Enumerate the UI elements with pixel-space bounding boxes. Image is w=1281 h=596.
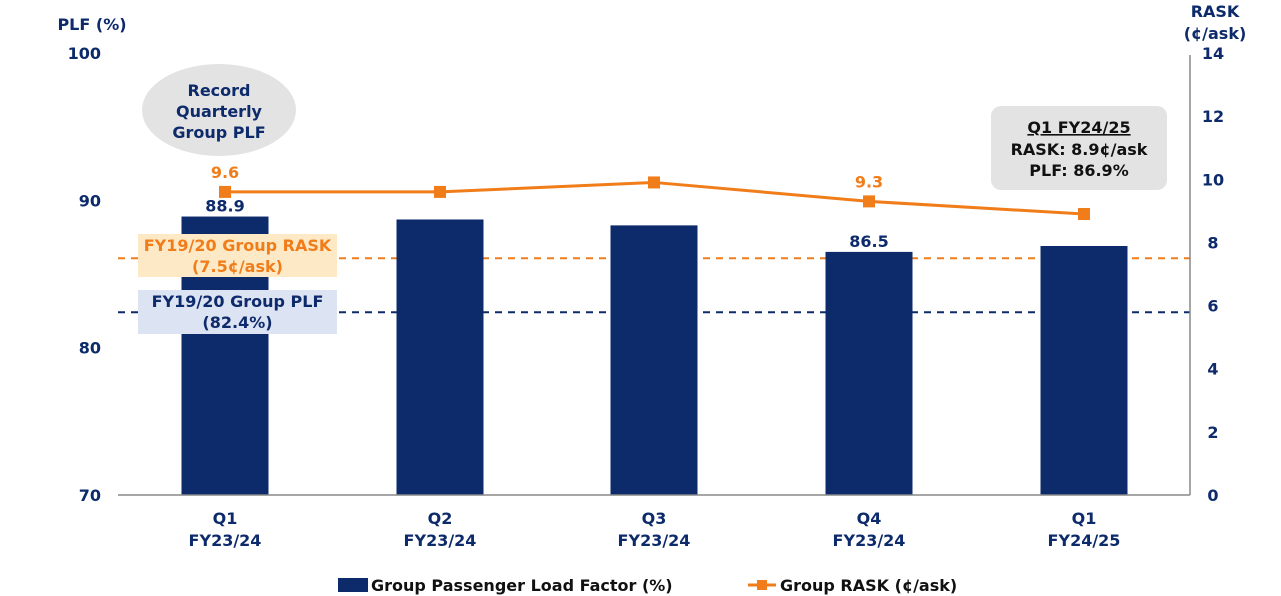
plf-reference-label-line2: (82.4%): [202, 313, 272, 332]
x-category-label-quarter: Q2: [428, 509, 453, 528]
right-tick-label: 0: [1207, 486, 1218, 505]
summary-box-rask: RASK: 8.9¢/ask: [1011, 140, 1148, 159]
left-tick-label: 100: [68, 44, 101, 63]
rask-reference-label-line1: FY19/20 Group RASK: [144, 236, 332, 255]
record-plf-callout-line1: Record: [188, 81, 251, 100]
plf-data-label: 88.9: [205, 197, 244, 216]
rask-point: [219, 185, 231, 198]
plf-bar: [610, 225, 698, 495]
plf-bar: [1040, 246, 1128, 495]
rask-data-label: 9.6: [211, 163, 239, 182]
left-tick-label: 70: [79, 486, 101, 505]
x-category-label-year: FY23/24: [833, 531, 906, 550]
right-tick-label: 14: [1202, 44, 1224, 63]
rask-reference-box: [138, 234, 337, 277]
plf-reference-label-line1: FY19/20 Group PLF: [152, 292, 324, 311]
plf-data-label: 86.5: [849, 232, 888, 251]
right-tick-label: 8: [1207, 233, 1218, 252]
rask-point: [434, 185, 446, 198]
rask-data-label: 9.3: [855, 172, 883, 191]
x-category-label-quarter: Q1: [213, 509, 238, 528]
record-plf-callout-line3: Group PLF: [172, 123, 265, 142]
rask-reference-label-line2: (7.5¢/ask): [192, 257, 283, 276]
right-tick-label: 4: [1207, 360, 1218, 379]
x-category-label-year: FY23/24: [189, 531, 262, 550]
right-tick-label: 12: [1202, 107, 1224, 126]
summary-box-title: Q1 FY24/25: [1027, 118, 1130, 137]
legend-rask-label: Group RASK (¢/ask): [780, 576, 957, 595]
left-tick-label: 90: [79, 191, 101, 210]
right-tick-label: 6: [1207, 297, 1218, 316]
x-category-label-year: FY23/24: [618, 531, 691, 550]
left-axis-title: PLF (%): [57, 15, 126, 34]
right-tick-label: 2: [1207, 423, 1218, 442]
x-category-label-year: FY23/24: [404, 531, 477, 550]
record-plf-callout-line2: Quarterly: [176, 102, 263, 121]
q1-fy2425-summary-box: [991, 106, 1167, 190]
right-axis-title-line1: RASK: [1191, 2, 1240, 21]
record-plf-callout: [142, 64, 296, 156]
plf-bar: [396, 219, 484, 495]
legend-plf-swatch: [338, 578, 368, 592]
right-tick-label: 10: [1202, 170, 1224, 189]
rask-point: [863, 195, 875, 208]
left-tick-label: 80: [79, 339, 101, 358]
plf-bar: [825, 251, 913, 495]
summary-box-plf: PLF: 86.9%: [1029, 161, 1128, 180]
x-category-label-quarter: Q1: [1072, 509, 1097, 528]
x-category-label-quarter: Q4: [857, 509, 882, 528]
legend-plf-label: Group Passenger Load Factor (%): [371, 576, 673, 595]
x-category-label-year: FY24/25: [1048, 531, 1121, 550]
right-axis-title-line2: (¢/ask): [1184, 24, 1247, 43]
plf-reference-box: [138, 290, 337, 334]
rask-point: [648, 176, 660, 189]
x-category-label-quarter: Q3: [642, 509, 667, 528]
legend-rask-marker: [757, 580, 767, 590]
rask-point: [1078, 208, 1090, 221]
